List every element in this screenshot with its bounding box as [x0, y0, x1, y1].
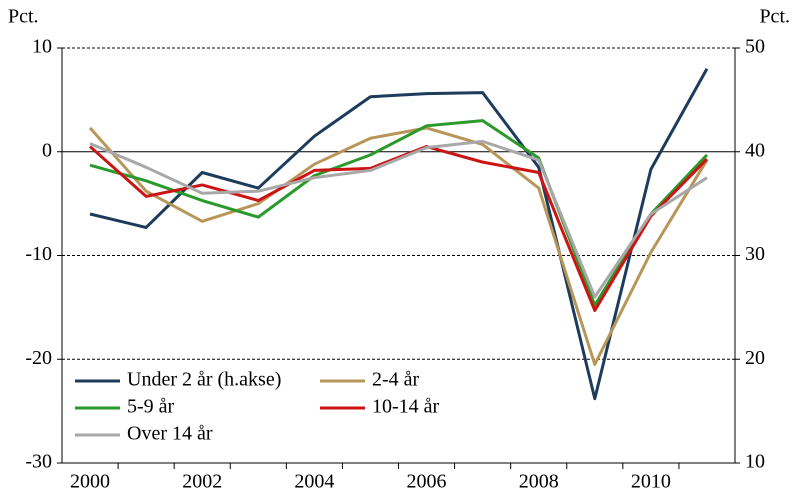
x-tick-label: 2008	[519, 471, 559, 493]
y2-axis-label: Pct.	[759, 6, 790, 28]
series-line	[89, 139, 708, 299]
y-tick-label: -30	[25, 451, 52, 473]
x-tick-label: 2006	[407, 471, 447, 493]
legend-label: Under 2 år (h.akse)	[127, 369, 281, 391]
series-line	[88, 126, 709, 366]
x-tick-label: 2004	[294, 471, 334, 493]
y2-tick-label: 20	[745, 347, 765, 369]
y2-tick-label: 40	[745, 139, 765, 161]
y-tick-label: -10	[25, 243, 52, 265]
x-tick-label: 2002	[182, 471, 222, 493]
y-tick-label: 0	[42, 139, 52, 161]
legend-label: 10-14 år	[372, 396, 440, 418]
y2-tick-label: 30	[745, 243, 765, 265]
y-tick-label: -20	[25, 347, 52, 369]
legend-label: Over 14 år	[127, 423, 213, 445]
y2-tick-label: 10	[745, 451, 765, 473]
legend-label: 5-9 år	[127, 396, 175, 418]
y-axis-label: Pct.	[8, 6, 39, 28]
x-tick-label: 2010	[631, 471, 671, 493]
y-tick-label: 10	[32, 36, 52, 58]
legend-label: 2-4 år	[372, 369, 420, 391]
x-tick-label: 2000	[70, 471, 110, 493]
series-line	[89, 68, 709, 401]
series-line	[89, 119, 709, 307]
series-line	[89, 145, 709, 312]
y2-tick-label: 50	[745, 36, 765, 58]
